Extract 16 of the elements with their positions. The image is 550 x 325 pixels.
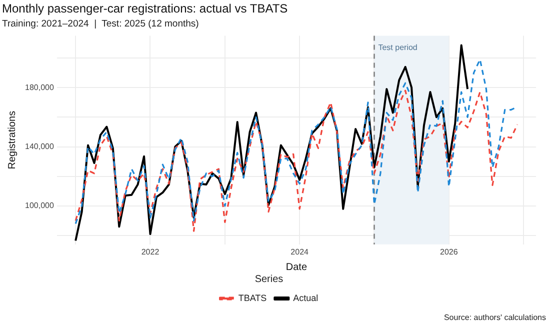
y-axis-title: Registrations xyxy=(6,110,18,170)
x-tick-label: 2026 xyxy=(440,247,458,256)
x-axis-title: Date xyxy=(286,262,308,273)
band-label: Test period xyxy=(378,43,418,52)
source-note: Source: authors' calculations xyxy=(444,313,546,322)
legend-label: Actual xyxy=(293,292,318,303)
y-tick-label: 180,000 xyxy=(24,82,54,92)
x-tick-label: 2024 xyxy=(290,247,310,256)
legend-title: Series xyxy=(254,274,284,285)
legend-label: TBATS xyxy=(238,292,267,303)
x-tick-label: 2022 xyxy=(141,247,160,256)
chart-subtitle: Training: 2021–2024 | Test: 2025 (12 months) xyxy=(2,18,199,30)
y-tick-label: 100,000 xyxy=(24,201,54,210)
chart-title: Monthly passenger-car registrations: actual vs TBATS xyxy=(2,2,288,16)
y-tick-label: 140,000 xyxy=(24,142,54,151)
line-series xyxy=(74,90,518,232)
